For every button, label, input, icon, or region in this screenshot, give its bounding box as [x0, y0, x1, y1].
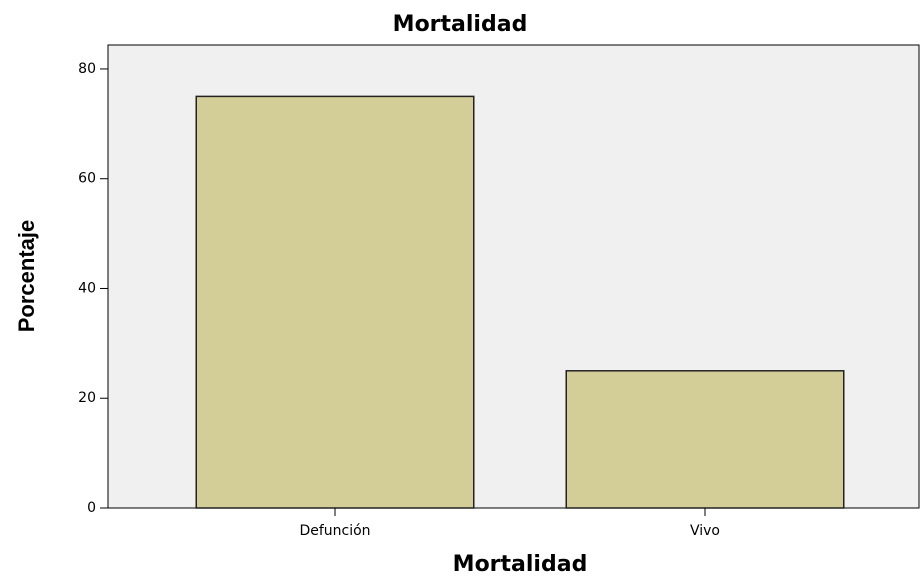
- x-tick-label: Defunción: [299, 523, 370, 539]
- x-tick-label: Vivo: [690, 523, 720, 539]
- y-tick-label: 0: [87, 500, 96, 516]
- y-axis-title: Porcentaje: [14, 220, 39, 333]
- y-tick-label: 40: [78, 280, 96, 296]
- y-tick-label: 60: [78, 171, 96, 187]
- x-axis-title: Mortalidad: [453, 552, 588, 577]
- y-tick-label: 80: [78, 61, 96, 77]
- bar: [565, 370, 845, 509]
- bar: [195, 95, 475, 509]
- chart-title: Mortalidad: [393, 12, 528, 37]
- y-tick-label: 20: [78, 390, 96, 406]
